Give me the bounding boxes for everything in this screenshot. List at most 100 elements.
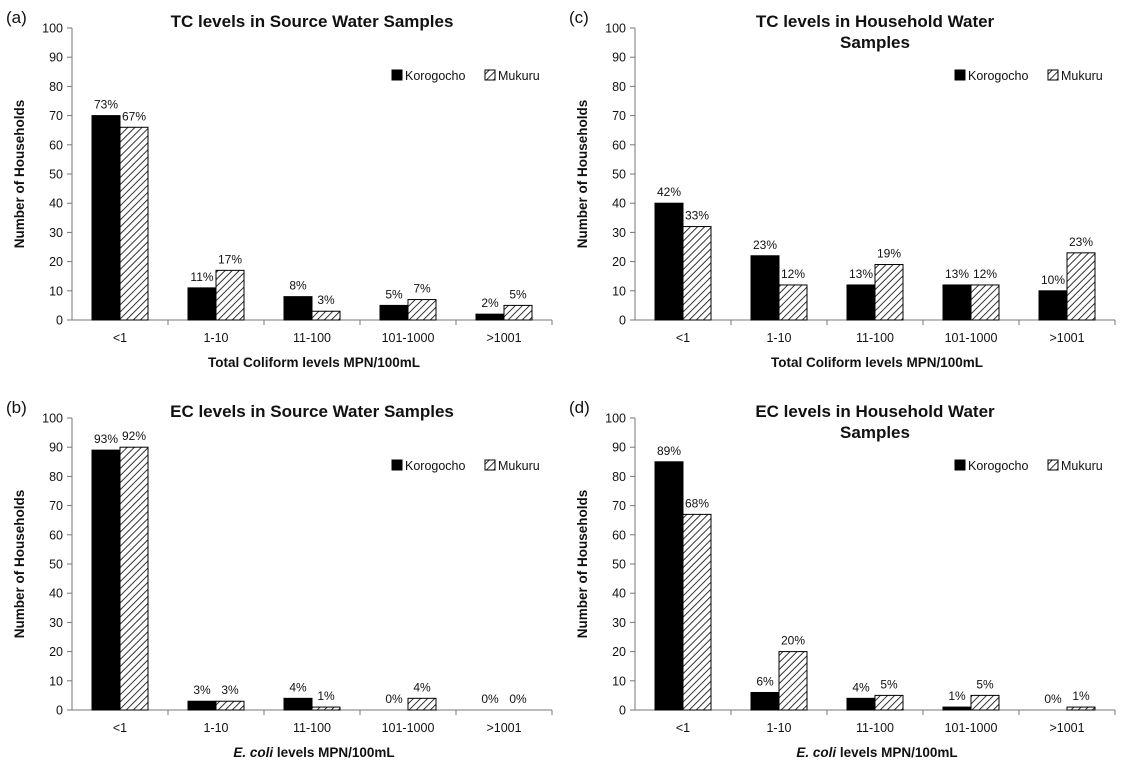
bar-korogocho: [187, 700, 217, 711]
data-label: 23%: [1069, 235, 1093, 249]
y-tick-label: 30: [612, 226, 626, 240]
chart-title: EC levels in Household Water: [755, 402, 995, 421]
legend-label: Korogocho: [405, 69, 466, 83]
data-label: 7%: [413, 282, 431, 296]
chart-panel-b: (b) EC levels in Source Water Samples 0 10 2…: [0, 390, 563, 781]
x-tick-label: 11-100: [856, 721, 894, 735]
chart-title: EC levels in Source Water Samples: [170, 402, 454, 421]
legend-label: Mukuru: [498, 459, 540, 473]
x-tick-label: 101-1000: [382, 721, 435, 735]
chart-title: Samples: [840, 423, 910, 442]
legend-label: Mukuru: [1061, 459, 1103, 473]
bar-korogocho: [187, 287, 217, 321]
bar-korogocho: [942, 706, 972, 711]
y-tick-label: 50: [612, 558, 626, 572]
x-tick-label: 101-1000: [945, 721, 998, 735]
chart-svg: (c) TC levels in Household Water Samples 0 1…: [569, 8, 1116, 370]
y-tick-label: 50: [49, 168, 63, 182]
legend-swatch-mukuru: [1047, 459, 1059, 471]
y-tick-label: 30: [612, 616, 626, 630]
y-tick-label: 90: [612, 441, 626, 455]
panel-label: (a): [6, 8, 27, 27]
y-tick-label: 10: [612, 284, 626, 298]
y-tick-label: 80: [612, 470, 626, 484]
legend-label: Korogocho: [968, 459, 1029, 473]
y-tick-label: 10: [49, 284, 63, 298]
y-tick-label: 0: [56, 314, 63, 328]
y-tick-label: 50: [612, 168, 626, 182]
bar-mukuru: [407, 697, 437, 711]
data-label: 0%: [385, 692, 403, 706]
y-tick-label: 90: [49, 51, 63, 65]
x-tick-label: >1001: [486, 721, 521, 735]
y-tick-label: 90: [49, 441, 63, 455]
x-tick-label: <1: [676, 721, 690, 735]
legend-swatch-mukuru: [1047, 69, 1059, 81]
chart-panel-a: (a) TC levels in Source Water Samples 0 10 2…: [0, 0, 563, 390]
legend-swatch-korogocho: [954, 69, 966, 81]
y-axis-title: Number of Households: [575, 490, 590, 639]
bar-korogocho: [475, 313, 505, 321]
y-tick-label: 30: [49, 616, 63, 630]
y-tick-label: 100: [605, 412, 626, 426]
data-label: 12%: [973, 267, 997, 281]
y-tick-label: 100: [605, 22, 626, 36]
data-label: 5%: [385, 287, 403, 301]
bar-korogocho: [379, 304, 409, 321]
x-axis-title: E. coli levels MPN/100mL: [796, 745, 957, 760]
bar-mukuru: [311, 310, 341, 321]
data-label: 73%: [94, 98, 118, 112]
legend: Korogocho Mukuru: [954, 69, 1103, 83]
x-tick-label: 1-10: [766, 721, 791, 735]
data-label: 0%: [509, 692, 527, 706]
legend-label: Mukuru: [1061, 69, 1103, 83]
y-tick-label: 100: [42, 22, 63, 36]
data-label: 93%: [94, 432, 118, 446]
chart-svg: (d) EC levels in Household Water Samples 0 1…: [569, 398, 1116, 760]
data-label: 20%: [781, 634, 805, 648]
y-tick-label: 40: [49, 197, 63, 211]
x-tick-label: <1: [113, 721, 127, 735]
y-tick-label: 80: [49, 80, 63, 94]
bar-mukuru: [970, 284, 1000, 321]
bar-korogocho: [750, 255, 780, 321]
x-tick-label: <1: [676, 331, 690, 345]
panel-label: (d): [569, 398, 590, 417]
bar-korogocho: [846, 697, 876, 711]
data-label: 23%: [753, 238, 777, 252]
bar-korogocho: [91, 449, 121, 711]
bar-mukuru: [874, 264, 904, 321]
bar-korogocho: [91, 115, 121, 321]
data-label: 33%: [685, 209, 709, 223]
x-tick-label: 11-100: [293, 331, 331, 345]
y-tick-label: 70: [612, 499, 626, 513]
data-label: 2%: [481, 296, 499, 310]
data-label: 1%: [1072, 689, 1090, 703]
bar-mukuru: [119, 446, 149, 711]
data-label: 3%: [221, 683, 239, 697]
data-label: 10%: [1041, 273, 1065, 287]
bar-mukuru: [682, 226, 712, 321]
y-tick-label: 70: [612, 109, 626, 123]
x-tick-label: >1001: [1049, 721, 1084, 735]
bar-korogocho: [654, 202, 684, 321]
chart-title: Samples: [840, 33, 910, 52]
chart-panel-c: (c) TC levels in Household Water Samples 0 1…: [563, 0, 1126, 390]
bar-korogocho: [942, 284, 972, 321]
x-tick-label: 11-100: [856, 331, 894, 345]
data-label: 13%: [849, 267, 873, 281]
data-label: 17%: [218, 252, 242, 266]
y-tick-label: 20: [612, 255, 626, 269]
bar-mukuru: [874, 694, 904, 711]
y-tick-label: 50: [49, 558, 63, 572]
x-axis-title: Total Coliform levels MPN/100mL: [771, 355, 983, 370]
bar-mukuru: [215, 700, 245, 711]
y-tick-label: 60: [49, 528, 63, 542]
bar-korogocho: [283, 697, 313, 711]
y-tick-label: 20: [612, 645, 626, 659]
legend-label: Korogocho: [405, 459, 466, 473]
y-tick-label: 0: [619, 314, 626, 328]
data-label: 67%: [122, 109, 146, 123]
bar-mukuru: [311, 706, 341, 711]
bar-mukuru: [1066, 252, 1096, 321]
